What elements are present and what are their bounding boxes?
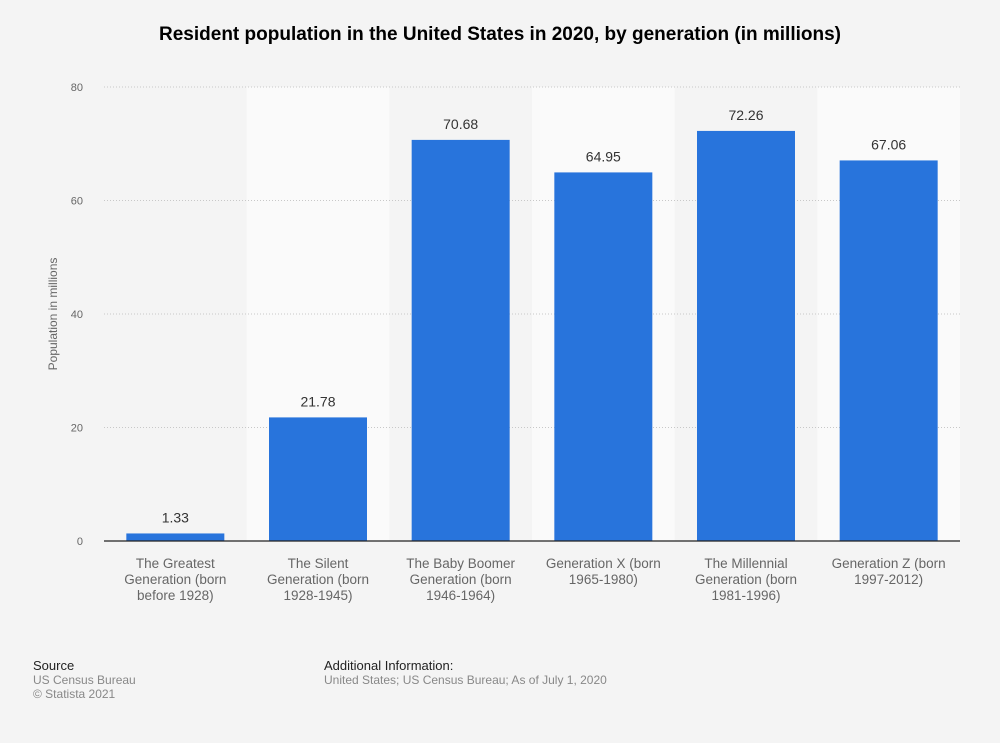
x-tick-label: 1965-1980) <box>569 572 638 587</box>
y-tick-label: 40 <box>71 309 83 321</box>
x-tick-label: Generation (born <box>124 572 226 587</box>
bar <box>839 160 938 541</box>
x-tick-label: The Baby Boomer <box>406 556 515 571</box>
data-label: 64.95 <box>586 148 621 164</box>
y-tick-label: 0 <box>77 536 83 548</box>
x-tick-label: Generation (born <box>410 572 512 587</box>
x-tick-label: Generation (born <box>695 572 797 587</box>
source-block: Source US Census Bureau © Statista 2021 <box>33 658 136 701</box>
bar <box>411 139 510 542</box>
data-label: 21.78 <box>300 393 335 409</box>
data-label: 1.33 <box>162 509 189 525</box>
data-label: 70.68 <box>443 116 478 132</box>
source-heading: Source <box>33 658 75 673</box>
bar <box>126 533 225 541</box>
x-tick-label: The Greatest <box>136 556 215 571</box>
data-label: 72.26 <box>728 107 763 123</box>
x-tick-label: 1946-1964) <box>426 588 495 603</box>
x-tick-label: 1997-2012) <box>854 572 923 587</box>
info-text: United States; US Census Bureau; As of J… <box>324 673 607 687</box>
x-tick-label: Generation Z (born <box>832 556 946 571</box>
source-line: © Statista 2021 <box>33 687 116 701</box>
y-tick-label: 80 <box>71 82 83 94</box>
additional-info-block: Additional Information: United States; U… <box>324 658 607 687</box>
x-tick-label: 1928-1945) <box>283 588 352 603</box>
x-tick-label: Generation X (born <box>546 556 661 571</box>
x-tick-label: The Silent <box>288 556 349 571</box>
info-heading: Additional Information: <box>324 658 454 673</box>
bar <box>269 417 367 541</box>
x-tick-label: The Millennial <box>704 556 787 571</box>
bar-chart: 0 20 40 60 80 Population in millions 1.33 The G… <box>46 82 960 603</box>
x-tick-label: Generation (born <box>267 572 369 587</box>
data-label: 67.06 <box>871 136 906 152</box>
y-tick-label: 60 <box>71 196 83 208</box>
y-axis-label: Population in millions <box>46 258 60 371</box>
bar <box>554 172 653 541</box>
x-tick-label: 1981-1996) <box>711 588 780 603</box>
source-line: US Census Bureau <box>33 673 136 687</box>
bar <box>697 130 795 541</box>
chart-title: Resident population in the United States… <box>159 24 841 45</box>
y-tick-label: 20 <box>71 423 83 435</box>
x-tick-label: before 1928) <box>137 588 214 603</box>
